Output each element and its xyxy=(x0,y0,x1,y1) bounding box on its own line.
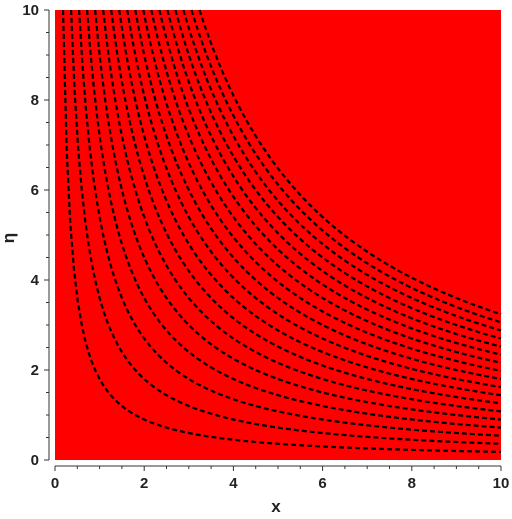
dashed-contour-line xyxy=(142,9,502,372)
dashed-contour-line xyxy=(69,9,502,445)
x-tick-label: 2 xyxy=(140,475,148,492)
x-tick-label: 6 xyxy=(318,475,326,492)
dashed-contour-line xyxy=(182,9,502,332)
dashed-contour-line xyxy=(118,9,502,397)
y-tick-label: 6 xyxy=(31,182,39,199)
x-tick-label: 4 xyxy=(229,475,238,492)
x-tick-label: 0 xyxy=(51,475,59,492)
dashed-contour-line xyxy=(198,9,502,316)
x-tick-label: 8 xyxy=(408,475,416,492)
dashed-contour-line xyxy=(174,9,502,340)
y-axis-label: η xyxy=(0,233,18,243)
dashed-contour-line xyxy=(61,9,502,453)
y-tick-label: 2 xyxy=(31,362,39,379)
y-tick-label: 0 xyxy=(31,452,39,469)
dashed-contour-line xyxy=(102,9,502,413)
dashed-contour-line xyxy=(158,9,502,356)
x-tick-label: 10 xyxy=(493,475,510,492)
axes: 0 2 4 6 8 10 0 2 4 6 8 10 xyxy=(22,2,509,492)
x-axis-label: x xyxy=(271,497,281,516)
dashed-contour-line xyxy=(150,9,502,364)
y-tick-label: 4 xyxy=(31,272,40,289)
y-tick-label: 8 xyxy=(31,92,39,109)
dashed-contours xyxy=(61,9,502,453)
y-tick-label: 10 xyxy=(22,2,39,19)
dashed-contour-line xyxy=(77,9,502,437)
dashed-contour-line xyxy=(134,9,502,381)
dashed-contour-line xyxy=(166,9,502,348)
dashed-contour-line xyxy=(110,9,502,405)
dashed-contour-line xyxy=(94,9,502,421)
region-band xyxy=(55,10,501,460)
dashed-contour-line xyxy=(126,9,502,389)
dashed-contour-line xyxy=(190,9,502,324)
dashed-contour-line xyxy=(86,9,502,429)
